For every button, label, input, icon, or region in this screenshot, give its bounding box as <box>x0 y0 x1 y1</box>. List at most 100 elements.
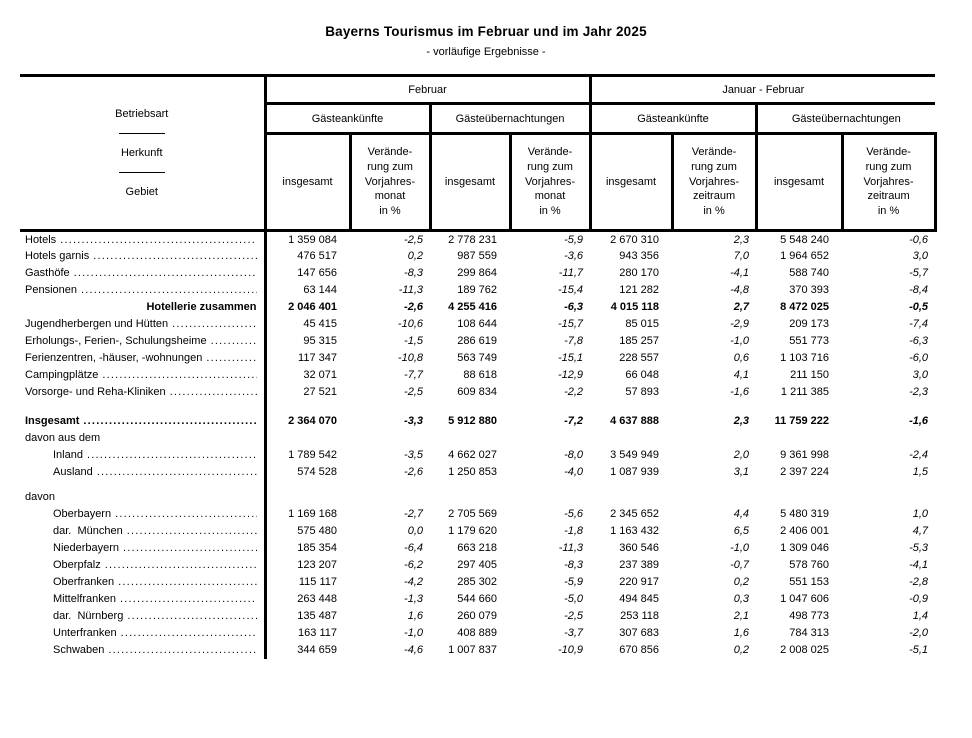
row-label-cell: davon <box>20 488 267 506</box>
header-period-row: Betriebsart Herkunft Gebiet Februar Janu… <box>20 75 936 232</box>
total-value-cell: 943 356 <box>619 250 660 262</box>
percent-change-cell: -0,5 <box>909 301 929 313</box>
stub-divider-rule <box>118 172 165 173</box>
percent-change-cell: 4,4 <box>733 508 750 520</box>
total-value-cell: 1 359 084 <box>288 233 337 246</box>
percent-change-cell: -11,7 <box>558 267 584 279</box>
percent-change-cell: -1,5 <box>404 335 423 347</box>
row-label: Oberbayern <box>53 508 112 520</box>
table-row: Hotels 1 359 084 -2,5 2 778 231 -5,9 2 670 31… <box>20 230 935 248</box>
total-value-cell: 121 282 <box>619 284 660 296</box>
total-value-cell: 185 257 <box>619 335 660 347</box>
total-value-cell: 297 405 <box>457 559 497 571</box>
stub-header-cell: Betriebsart Herkunft Gebiet <box>20 75 267 232</box>
percent-change-cell: 0,2 <box>733 644 750 656</box>
row-label: Campingplätze <box>25 369 99 381</box>
row-label-cell: Oberbayern <box>20 505 267 523</box>
percent-change-cell: -6,4 <box>404 542 423 554</box>
total-value-cell: 2 406 001 <box>780 525 830 537</box>
percent-change-cell: -4,1 <box>730 267 750 279</box>
stub-divider-rule <box>118 133 165 134</box>
percent-change-cell: -5,3 <box>909 542 929 554</box>
row-label-cell: Unterfranken <box>20 624 267 642</box>
page-subtitle: - vorläufige Ergebnisse - <box>426 46 546 58</box>
stub-header-herkunft: Herkunft <box>120 147 163 159</box>
total-value-cell: 88 618 <box>463 369 497 381</box>
percent-change-cell: 2,3 <box>733 233 750 246</box>
total-value-cell: 2 705 569 <box>448 508 497 520</box>
percent-change-cell: 1,6 <box>407 610 423 622</box>
percent-change-cell: -5,1 <box>909 644 929 656</box>
dot-leader <box>87 449 257 461</box>
percent-change-cell: -11,3 <box>398 284 423 296</box>
row-label: Mittelfranken <box>53 593 116 605</box>
percent-change-cell: -3,7 <box>564 627 584 639</box>
percent-change-cell: -2,6 <box>404 301 423 313</box>
total-value-cell: 360 546 <box>619 542 660 554</box>
percent-change-cell: -0,9 <box>909 593 929 605</box>
total-value-cell: 32 071 <box>303 369 337 381</box>
total-value-cell: 498 773 <box>789 610 830 622</box>
table-row: dar. Nürnberg 135 487 1,6 260 079 -2,5 253 11… <box>20 607 935 625</box>
row-label: davon <box>25 491 55 503</box>
percent-change-cell: 0,2 <box>407 250 423 262</box>
percent-change-cell: -2,6 <box>404 466 423 478</box>
percent-change-cell: -1,0 <box>730 542 750 554</box>
percent-change-cell: -8,0 <box>564 449 584 461</box>
total-value-cell: 663 218 <box>457 542 497 554</box>
dot-leader <box>172 318 256 330</box>
percent-change-cell: -1,0 <box>404 627 423 639</box>
total-value-cell: 784 313 <box>789 627 830 639</box>
row-label-cell: Ferienzentren, -häuser, -wohnungen <box>20 349 267 367</box>
row-label-cell: Hotels <box>20 230 267 248</box>
total-value-cell: 2 670 310 <box>610 233 660 246</box>
row-label-cell: Schwaben <box>20 641 267 659</box>
empty-cell <box>265 430 935 447</box>
table-row: Unterfranken 163 117 -1,0 408 889 -3,7 307 68… <box>20 624 935 642</box>
table-row: Hotellerie zusammen 2 046 401 -2,6 4 255 41… <box>20 298 935 316</box>
total-value-cell: 9 361 998 <box>780 449 830 461</box>
total-value-cell: 609 834 <box>457 386 497 398</box>
row-label: Oberpfalz <box>53 559 101 571</box>
table-row: Oberfranken 115 117 -4,2 285 302 -5,9 220 917… <box>20 573 935 591</box>
measure-group-uebernachtungen-feb: Gästeübernachtungen <box>430 103 592 135</box>
percent-change-cell: 2,3 <box>733 415 750 427</box>
total-value-cell: 494 845 <box>619 593 660 605</box>
row-label: Gasthöfe <box>25 267 70 279</box>
col-header-insgesamt: insgesamt <box>756 133 844 232</box>
dot-leader <box>127 525 257 537</box>
total-value-cell: 63 144 <box>303 284 337 296</box>
row-label: Unterfranken <box>53 627 117 639</box>
percent-change-cell: -2,5 <box>564 610 584 622</box>
table-row: davon <box>20 488 935 506</box>
percent-change-cell: -2,8 <box>909 576 929 588</box>
dot-leader <box>123 542 256 554</box>
percent-change-cell: -2,5 <box>404 386 423 398</box>
total-value-cell: 476 517 <box>297 250 337 262</box>
row-label: Hotels <box>25 233 57 246</box>
total-value-cell: 2 008 025 <box>780 644 830 656</box>
percent-change-cell: 0,3 <box>733 593 750 605</box>
dot-leader <box>170 386 257 398</box>
total-value-cell: 344 659 <box>297 644 337 656</box>
total-value-cell: 4 662 027 <box>448 449 497 461</box>
percent-change-cell: 1,6 <box>733 627 750 639</box>
percent-change-cell: 0,0 <box>407 525 423 537</box>
total-value-cell: 299 864 <box>457 267 497 279</box>
row-label: Erholungs-, Ferien-, Schulungsheime <box>25 335 207 347</box>
percent-change-cell: -1,6 <box>730 386 750 398</box>
total-value-cell: 123 207 <box>297 559 337 571</box>
row-label-cell: Insgesamt <box>20 412 267 430</box>
row-label-cell: Ausland <box>20 463 267 481</box>
total-value-cell: 4 015 118 <box>610 301 660 313</box>
total-value-cell: 5 912 880 <box>448 415 497 427</box>
percent-change-cell: -6,2 <box>404 559 423 571</box>
total-value-cell: 220 917 <box>619 576 660 588</box>
row-label-cell: Niederbayern <box>20 539 267 557</box>
total-value-cell: 563 749 <box>457 352 497 364</box>
percent-change-cell: -3,6 <box>564 250 584 262</box>
row-label: Ausland <box>53 466 93 478</box>
total-value-cell: 27 521 <box>303 386 337 398</box>
table-row: Mittelfranken 263 448 -1,3 544 660 -5,0 494 8… <box>20 590 935 608</box>
